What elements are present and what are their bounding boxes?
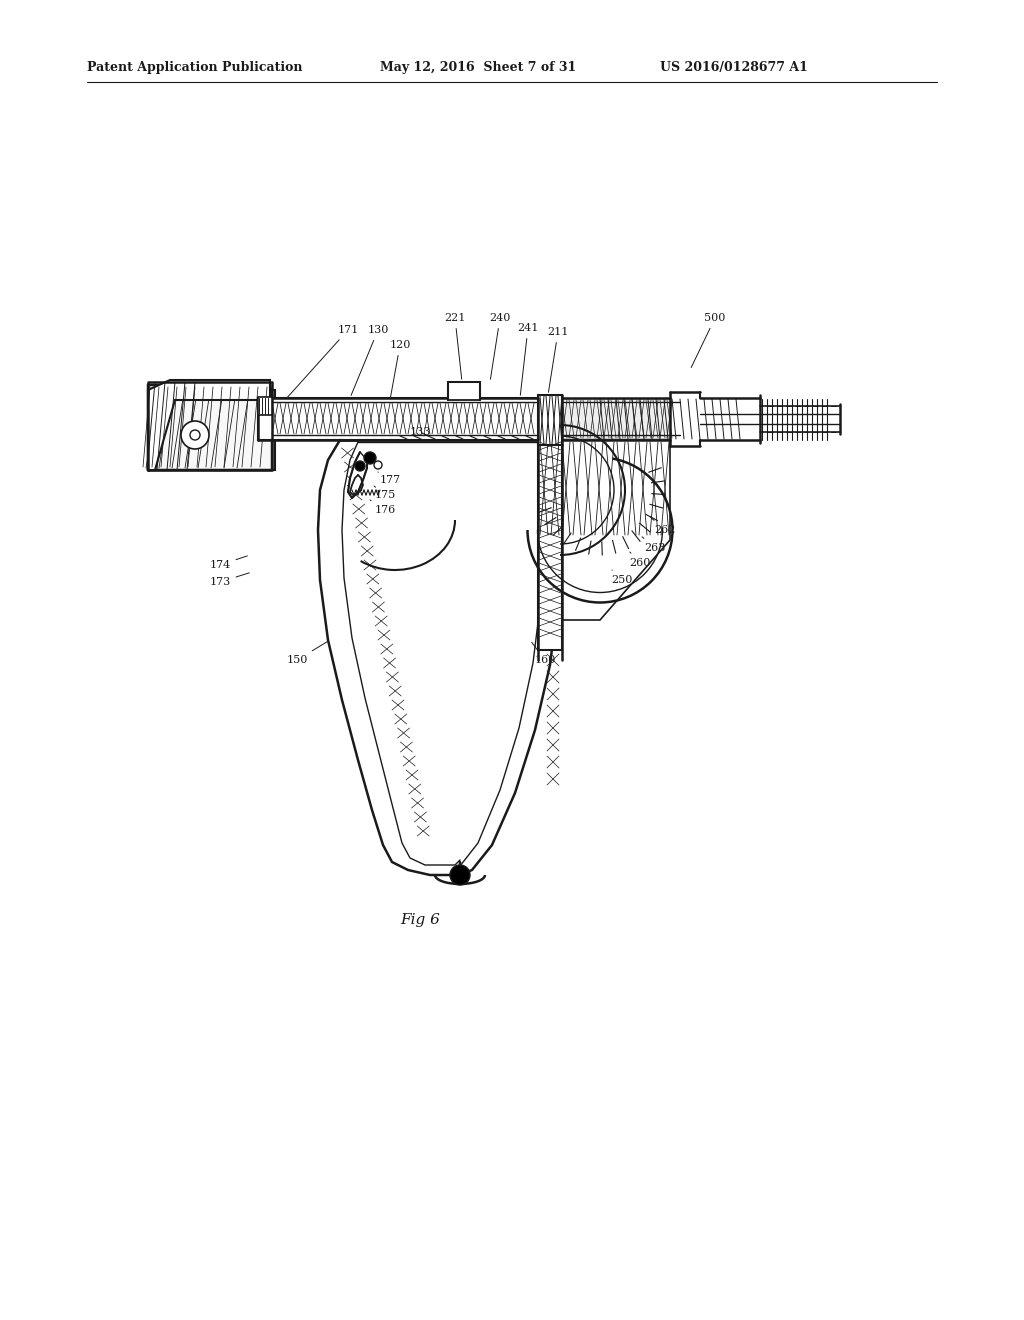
Polygon shape [148,385,272,470]
Polygon shape [538,395,562,445]
Text: 241: 241 [517,323,539,395]
Circle shape [190,430,200,440]
Text: 240: 240 [489,313,511,379]
Circle shape [450,865,470,884]
Polygon shape [449,381,480,400]
Text: 211: 211 [547,327,568,392]
Text: 130: 130 [351,325,389,396]
Text: Patent Application Publication: Patent Application Publication [87,61,302,74]
Circle shape [374,461,382,469]
Polygon shape [148,380,270,470]
Text: 175: 175 [374,486,395,500]
Text: 500: 500 [691,313,726,367]
Circle shape [364,451,376,465]
Circle shape [355,461,365,471]
Text: 150: 150 [287,642,328,665]
Polygon shape [258,399,560,440]
Text: 133: 133 [410,426,431,437]
Text: 171: 171 [287,325,358,397]
Text: 173: 173 [209,573,250,587]
Text: 160: 160 [531,643,556,665]
Polygon shape [538,440,562,649]
Text: Fig 6: Fig 6 [400,913,440,927]
Polygon shape [348,451,367,498]
Polygon shape [560,399,670,440]
Polygon shape [258,397,272,414]
Text: 262: 262 [650,517,676,535]
Text: 263: 263 [642,537,666,553]
Text: US 2016/0128677 A1: US 2016/0128677 A1 [660,61,808,74]
Circle shape [181,421,209,449]
Text: 176: 176 [370,500,395,515]
Text: 120: 120 [389,341,411,397]
Text: May 12, 2016  Sheet 7 of 31: May 12, 2016 Sheet 7 of 31 [380,61,577,74]
Polygon shape [538,440,670,620]
Text: 174: 174 [209,556,248,570]
Text: 177: 177 [378,473,400,484]
Polygon shape [148,389,275,470]
Text: 260: 260 [630,552,650,568]
Text: 250: 250 [611,570,633,585]
Text: 221: 221 [444,313,466,379]
